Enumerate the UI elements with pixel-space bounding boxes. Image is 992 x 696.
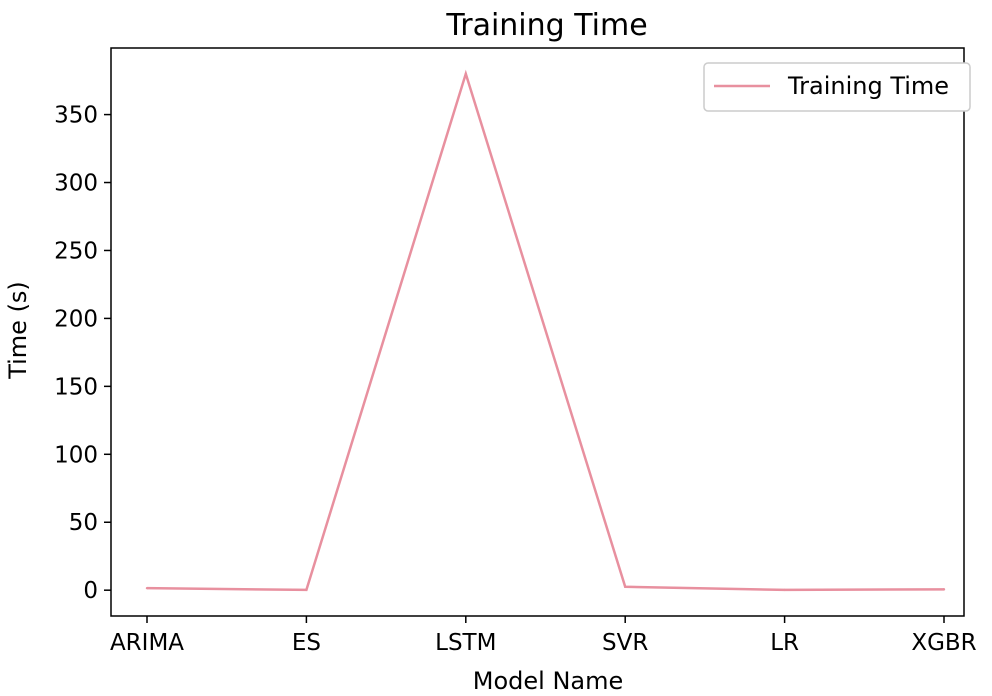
x-tick-label: ARIMA (110, 630, 184, 656)
legend-box (703, 62, 971, 112)
y-tick-label: 150 (54, 374, 98, 400)
x-tick-label: XGBR (911, 630, 976, 656)
data-point (464, 72, 467, 76)
x-tick-label: SVR (602, 630, 648, 656)
y-tick-label: 100 (54, 442, 98, 468)
y-axis-label: Time (s) (4, 281, 32, 380)
series-line (146, 69, 945, 592)
y-axis-ticks: 0 50 100 150 200 250 300 350 (54, 103, 111, 604)
x-tick-label: ES (292, 630, 321, 656)
data-point (942, 588, 946, 591)
series-layer (145, 69, 946, 592)
y-tick-label: 300 (54, 171, 98, 197)
x-axis-label: Model Name (473, 667, 624, 695)
legend: Training Time (703, 62, 971, 112)
y-tick-label: 350 (54, 103, 98, 129)
x-tick-label: LR (770, 630, 799, 656)
y-tick-label: 50 (69, 510, 98, 536)
y-tick-label: 200 (54, 306, 98, 332)
x-axis-ticks: ARIMA ES LSTM SVR LR XGBR (110, 616, 977, 656)
x-tick-label: LSTM (435, 630, 496, 656)
data-point (624, 585, 627, 588)
plot-area-frame (110, 47, 965, 617)
y-tick-label: 250 (54, 238, 98, 264)
data-point (305, 588, 308, 592)
data-point (145, 586, 149, 590)
legend-label: Training Time (787, 72, 949, 100)
data-point (783, 588, 786, 592)
chart-title: Training Time (445, 8, 647, 43)
y-tick-label: 0 (83, 578, 98, 604)
